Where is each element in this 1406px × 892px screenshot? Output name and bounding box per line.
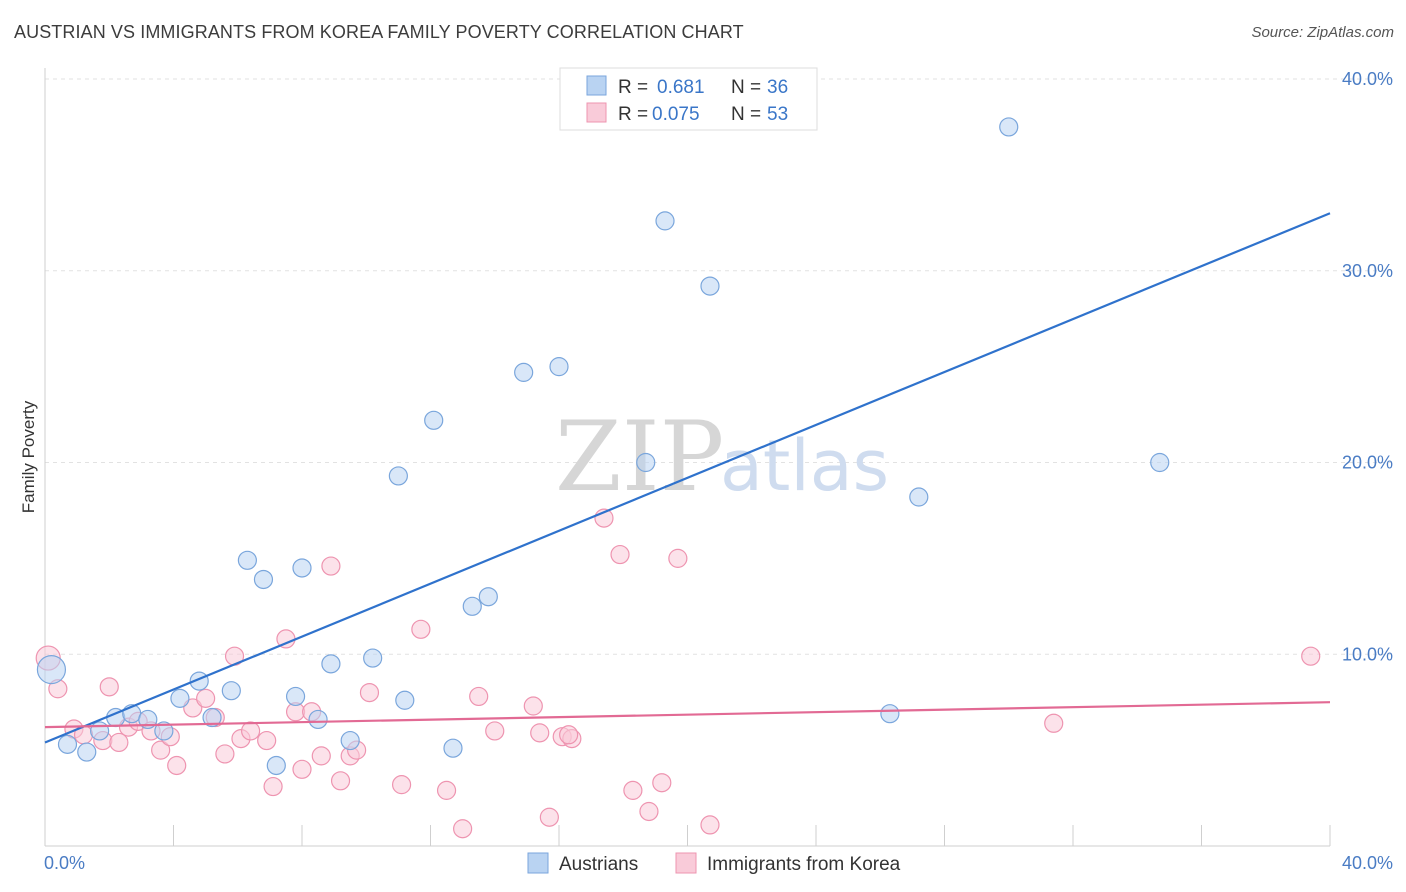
austrian-point — [636, 452, 656, 473]
austrian-point — [363, 648, 383, 668]
austrian-point — [909, 487, 929, 507]
austrian-point — [462, 596, 482, 616]
legend-r-label-1: R = — [618, 77, 648, 98]
korea-point — [391, 775, 412, 795]
austrian-point — [308, 709, 328, 730]
korea-point — [183, 698, 203, 718]
austrian-point — [340, 730, 360, 751]
austrian-point — [292, 558, 312, 578]
korea-point — [539, 807, 559, 827]
austrian-point — [700, 276, 720, 296]
korea-point — [196, 688, 216, 708]
korea-point — [167, 755, 187, 776]
austrian-point — [170, 688, 190, 708]
korea-point — [639, 801, 659, 822]
legend-swatch-korea — [586, 102, 607, 123]
legend-n-value-1: 36 — [767, 77, 788, 98]
austrian-point — [424, 410, 444, 430]
austrian-point — [90, 721, 110, 741]
bottom-legend-austrians: Austrians — [559, 854, 638, 875]
y-tick-label: 40.0% — [1342, 69, 1393, 89]
austrian-point — [1150, 452, 1170, 473]
bottom-legend-swatch-austrians — [527, 852, 549, 874]
bottom-legend-korea: Immigrants from Korea — [707, 854, 901, 875]
austrian-point — [237, 550, 257, 570]
series-immigrants-korea-points — [35, 508, 1321, 839]
korea-trend-line — [44, 701, 1331, 729]
korea-point — [436, 780, 457, 800]
y-axis-label: Family Poverty — [19, 400, 38, 513]
korea-point — [321, 556, 341, 576]
austrian-point — [221, 681, 241, 701]
korea-point — [523, 696, 543, 716]
legend-r-value-2: 0.075 — [652, 104, 700, 125]
legend-n-value-2: 53 — [767, 104, 788, 125]
korea-point — [359, 682, 380, 703]
austrian-point — [443, 738, 463, 758]
series-austrians-points — [36, 117, 1170, 776]
austrian-point — [253, 569, 274, 590]
korea-point — [330, 771, 351, 791]
korea-point — [99, 677, 119, 697]
austrian-point — [999, 117, 1019, 137]
austrian-point — [388, 466, 408, 486]
austrian-point — [77, 742, 97, 762]
legend-n-label-2: N = — [731, 104, 761, 125]
y-tick-labels: 10.0% 20.0% 30.0% 40.0% — [1342, 69, 1393, 664]
austrian-point — [549, 357, 569, 377]
korea-point — [668, 548, 688, 568]
austrian-point — [266, 755, 286, 776]
austrian-point — [285, 686, 306, 707]
y-tick-label: 20.0% — [1342, 453, 1393, 473]
bottom-legend: Austrians Immigrants from Korea — [527, 852, 901, 875]
x-tick-label-max: 40.0% — [1342, 853, 1393, 873]
korea-point — [215, 744, 235, 764]
korea-point — [559, 725, 579, 745]
legend: R = 0.681 N = 36 R = 0.075 N = 53 — [559, 67, 818, 131]
korea-point — [151, 740, 171, 760]
korea-point — [411, 619, 431, 639]
korea-point — [623, 780, 643, 800]
austrians-trend-line — [44, 212, 1331, 744]
korea-point — [1044, 713, 1064, 733]
austrian-point — [514, 362, 534, 382]
y-tick-label: 10.0% — [1342, 644, 1393, 664]
korea-point — [292, 759, 312, 779]
source-label: Source: ZipAtlas.com — [1251, 24, 1394, 41]
legend-swatch-austrians — [586, 75, 607, 96]
korea-point — [530, 723, 550, 743]
austrian-point — [395, 690, 415, 710]
korea-point — [241, 721, 261, 741]
korea-point — [109, 732, 129, 753]
korea-point — [263, 776, 283, 797]
legend-r-value-1: 0.681 — [657, 77, 705, 98]
austrian-point — [478, 587, 498, 607]
austrian-point — [880, 704, 900, 724]
austrian-point — [154, 721, 174, 741]
chart-title: AUSTRIAN VS IMMIGRANTS FROM KOREA FAMILY… — [14, 22, 744, 42]
korea-point — [453, 819, 473, 839]
korea-point — [257, 730, 277, 751]
austrian-point — [36, 654, 67, 685]
watermark-atlas: atlas — [720, 425, 889, 507]
korea-point — [311, 746, 331, 766]
korea-point — [652, 773, 672, 793]
austrian-point — [321, 654, 341, 674]
korea-point — [1301, 646, 1321, 666]
x-tick-label-min: 0.0% — [44, 853, 85, 873]
austrian-point — [57, 734, 78, 754]
legend-n-label-1: N = — [731, 77, 761, 98]
austrian-point — [202, 707, 222, 728]
legend-r-label-2: R = — [618, 104, 648, 125]
korea-point — [469, 686, 489, 707]
korea-point — [610, 544, 630, 565]
x-tick-marks — [44, 825, 1331, 846]
y-tick-label: 30.0% — [1342, 261, 1393, 281]
austrian-point — [655, 211, 675, 231]
korea-point — [485, 721, 505, 741]
bottom-legend-swatch-korea — [675, 852, 697, 874]
korea-point — [700, 815, 720, 835]
